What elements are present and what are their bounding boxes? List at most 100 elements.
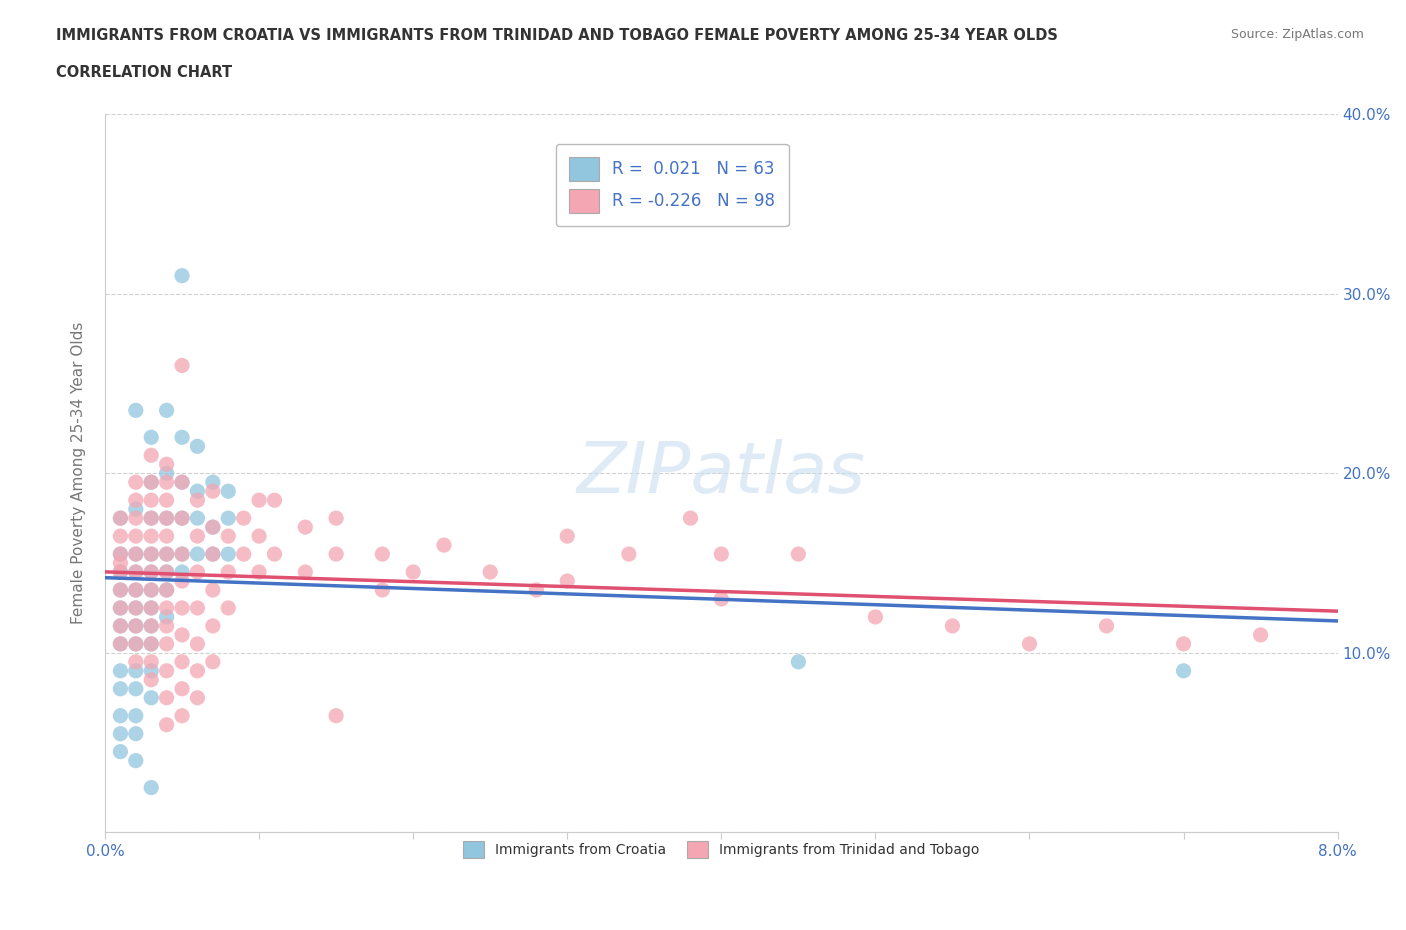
Point: [110, 618, 132, 633]
Point: [125, 655, 148, 670]
Point: [125, 565, 148, 579]
Point: [125, 475, 148, 490]
Point: [125, 547, 148, 562]
Point: [110, 565, 132, 579]
Point: [170, 709, 193, 724]
Point: [141, 618, 163, 633]
Point: [156, 690, 179, 705]
Point: [125, 753, 148, 768]
Point: [141, 528, 163, 543]
Point: [156, 565, 179, 579]
Point: [186, 493, 208, 508]
Point: [186, 439, 208, 454]
Point: [141, 511, 163, 525]
Point: [217, 601, 239, 616]
Point: [156, 493, 179, 508]
Point: [125, 636, 148, 651]
Point: [526, 582, 548, 597]
Point: [156, 511, 179, 525]
Point: [156, 475, 179, 490]
Point: [156, 466, 179, 481]
Point: [141, 690, 163, 705]
Point: [110, 726, 132, 741]
Point: [325, 511, 347, 525]
Point: [201, 655, 224, 670]
Point: [125, 663, 148, 678]
Point: [141, 618, 163, 633]
Point: [201, 484, 224, 498]
Point: [156, 528, 179, 543]
Point: [156, 582, 179, 597]
Point: [170, 268, 193, 283]
Point: [156, 457, 179, 472]
Point: [125, 709, 148, 724]
Point: [201, 475, 224, 490]
Point: [156, 601, 179, 616]
Point: [156, 663, 179, 678]
Point: [110, 636, 132, 651]
Point: [232, 511, 254, 525]
Point: [941, 618, 963, 633]
Point: [170, 511, 193, 525]
Point: [141, 448, 163, 463]
Point: [110, 528, 132, 543]
Point: [110, 547, 132, 562]
Point: [170, 475, 193, 490]
Point: [201, 520, 224, 535]
Point: [110, 636, 132, 651]
Text: Source: ZipAtlas.com: Source: ZipAtlas.com: [1230, 28, 1364, 41]
Point: [141, 475, 163, 490]
Point: [617, 547, 640, 562]
Point: [217, 484, 239, 498]
Point: [141, 547, 163, 562]
Point: [156, 582, 179, 597]
Point: [141, 511, 163, 525]
Point: [125, 582, 148, 597]
Point: [186, 565, 208, 579]
Point: [110, 744, 132, 759]
Point: [371, 547, 394, 562]
Point: [247, 528, 270, 543]
Point: [125, 565, 148, 579]
Point: [371, 582, 394, 597]
Point: [217, 565, 239, 579]
Point: [201, 547, 224, 562]
Point: [141, 547, 163, 562]
Point: [125, 547, 148, 562]
Point: [110, 618, 132, 633]
Point: [156, 618, 179, 633]
Point: [247, 565, 270, 579]
Point: [170, 547, 193, 562]
Point: [125, 511, 148, 525]
Point: [433, 538, 456, 552]
Point: [141, 672, 163, 687]
Point: [710, 591, 733, 606]
Point: [156, 636, 179, 651]
Y-axis label: Female Poverty Among 25-34 Year Olds: Female Poverty Among 25-34 Year Olds: [72, 322, 86, 624]
Point: [294, 520, 316, 535]
Point: [110, 709, 132, 724]
Point: [1250, 628, 1272, 643]
Text: IMMIGRANTS FROM CROATIA VS IMMIGRANTS FROM TRINIDAD AND TOBAGO FEMALE POVERTY AM: IMMIGRANTS FROM CROATIA VS IMMIGRANTS FR…: [56, 28, 1059, 43]
Point: [186, 528, 208, 543]
Point: [170, 475, 193, 490]
Point: [125, 601, 148, 616]
Text: CORRELATION CHART: CORRELATION CHART: [56, 65, 232, 80]
Point: [170, 655, 193, 670]
Point: [141, 601, 163, 616]
Point: [141, 565, 163, 579]
Point: [125, 528, 148, 543]
Point: [125, 501, 148, 516]
Point: [201, 582, 224, 597]
Point: [110, 555, 132, 570]
Point: [156, 511, 179, 525]
Point: [170, 547, 193, 562]
Point: [479, 565, 502, 579]
Point: [141, 780, 163, 795]
Point: [110, 682, 132, 697]
Point: [110, 511, 132, 525]
Point: [141, 430, 163, 445]
Point: [156, 717, 179, 732]
Point: [186, 511, 208, 525]
Point: [125, 618, 148, 633]
